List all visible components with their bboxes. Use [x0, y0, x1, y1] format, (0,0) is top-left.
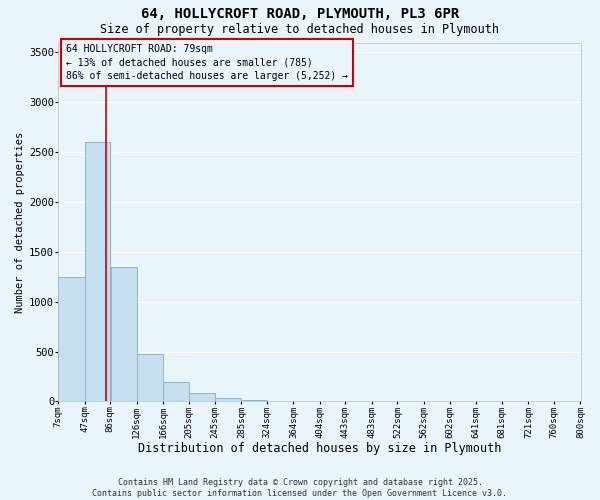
Y-axis label: Number of detached properties: Number of detached properties [15, 132, 25, 312]
Text: 64 HOLLYCROFT ROAD: 79sqm
← 13% of detached houses are smaller (785)
86% of semi: 64 HOLLYCROFT ROAD: 79sqm ← 13% of detac… [66, 44, 348, 80]
Text: Contains HM Land Registry data © Crown copyright and database right 2025.
Contai: Contains HM Land Registry data © Crown c… [92, 478, 508, 498]
X-axis label: Distribution of detached houses by size in Plymouth: Distribution of detached houses by size … [138, 442, 501, 455]
Bar [110, 267, 137, 402]
Bar [242, 400, 267, 402]
Bar [85, 142, 110, 402]
Bar [58, 277, 85, 402]
Bar [137, 354, 163, 402]
Text: Size of property relative to detached houses in Plymouth: Size of property relative to detached ho… [101, 22, 499, 36]
Text: 64, HOLLYCROFT ROAD, PLYMOUTH, PL3 6PR: 64, HOLLYCROFT ROAD, PLYMOUTH, PL3 6PR [141, 8, 459, 22]
Bar [215, 398, 241, 402]
Bar [189, 393, 215, 402]
Bar [163, 382, 188, 402]
